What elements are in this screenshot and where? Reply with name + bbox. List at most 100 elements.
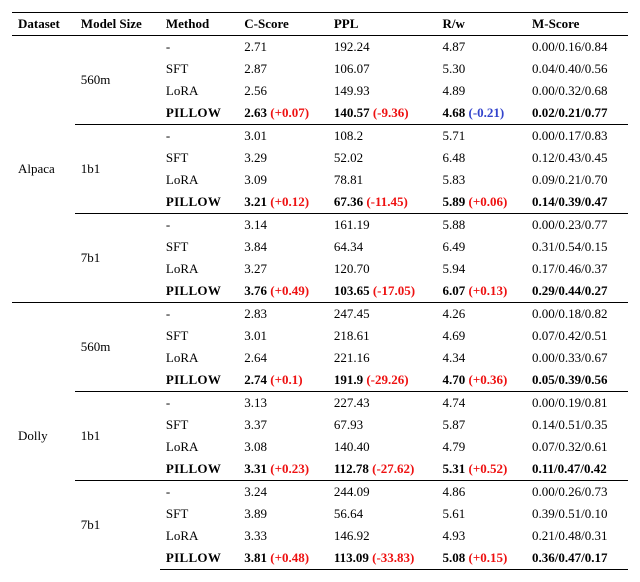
table-row: Dolly560m-2.83247.454.260.00/0.18/0.82 bbox=[12, 303, 628, 326]
model-size-cell: 7b1 bbox=[75, 481, 160, 570]
model-size-cell: 7b1 bbox=[75, 214, 160, 303]
m-score-cell: 0.11/0.47/0.42 bbox=[526, 458, 628, 481]
ppl-cell: 64.34 bbox=[328, 236, 437, 258]
m-score-cell: 0.17/0.46/0.37 bbox=[526, 258, 628, 280]
rw-cell: 5.88 bbox=[436, 214, 526, 237]
ppl-cell-delta: (-9.36) bbox=[373, 105, 409, 120]
rw-cell-delta: (-0.21) bbox=[468, 105, 504, 120]
method-cell: SFT bbox=[160, 414, 238, 436]
c-score-cell: 3.29 bbox=[238, 147, 328, 169]
c-score-cell: 3.24 bbox=[238, 481, 328, 504]
c-score-cell: 3.21 (+0.12) bbox=[238, 191, 328, 214]
col-c-score: C-Score bbox=[238, 13, 328, 36]
method-cell: PILLOW bbox=[160, 191, 238, 214]
m-score-cell: 0.31/0.54/0.15 bbox=[526, 236, 628, 258]
c-score-cell: 3.76 (+0.49) bbox=[238, 280, 328, 303]
c-score-cell: 3.81 (+0.48) bbox=[238, 547, 328, 570]
dataset-cell: Dolly bbox=[12, 303, 75, 570]
rw-cell: 4.86 bbox=[436, 481, 526, 504]
m-score-cell: 0.21/0.48/0.31 bbox=[526, 525, 628, 547]
method-cell: SFT bbox=[160, 236, 238, 258]
m-score-cell: 0.04/0.40/0.56 bbox=[526, 58, 628, 80]
c-score-cell: 2.83 bbox=[238, 303, 328, 326]
rw-cell: 5.30 bbox=[436, 58, 526, 80]
dataset-cell: Alpaca bbox=[12, 36, 75, 303]
ppl-cell: 67.36 (-11.45) bbox=[328, 191, 437, 214]
c-score-cell: 3.09 bbox=[238, 169, 328, 191]
ppl-cell: 149.93 bbox=[328, 80, 437, 102]
method-cell: PILLOW bbox=[160, 458, 238, 481]
ppl-cell: 67.93 bbox=[328, 414, 437, 436]
rw-cell: 4.70 (+0.36) bbox=[436, 369, 526, 392]
rw-cell-delta: (+0.13) bbox=[468, 283, 507, 298]
table-row: 7b1-3.14161.195.880.00/0.23/0.77 bbox=[12, 214, 628, 237]
ppl-cell: 146.92 bbox=[328, 525, 437, 547]
rw-cell: 4.89 bbox=[436, 80, 526, 102]
m-score-cell: 0.05/0.39/0.56 bbox=[526, 369, 628, 392]
c-score-cell-delta: (+0.07) bbox=[270, 105, 309, 120]
rw-cell: 4.79 bbox=[436, 436, 526, 458]
ppl-cell: 52.02 bbox=[328, 147, 437, 169]
method-cell: - bbox=[160, 392, 238, 415]
table-row: 7b1-3.24244.094.860.00/0.26/0.73 bbox=[12, 481, 628, 504]
ppl-cell-delta: (-29.26) bbox=[366, 372, 408, 387]
col-rw: R/w bbox=[436, 13, 526, 36]
c-score-cell: 3.37 bbox=[238, 414, 328, 436]
ppl-cell: 112.78 (-27.62) bbox=[328, 458, 437, 481]
method-cell: - bbox=[160, 303, 238, 326]
c-score-cell-delta: (+0.12) bbox=[270, 194, 309, 209]
method-cell: LoRA bbox=[160, 436, 238, 458]
method-cell: - bbox=[160, 481, 238, 504]
rw-cell: 5.87 bbox=[436, 414, 526, 436]
m-score-cell: 0.07/0.42/0.51 bbox=[526, 325, 628, 347]
model-size-cell: 1b1 bbox=[75, 125, 160, 214]
method-cell: SFT bbox=[160, 147, 238, 169]
ppl-cell: 56.64 bbox=[328, 503, 437, 525]
rw-cell: 5.08 (+0.15) bbox=[436, 547, 526, 570]
results-table: Dataset Model Size Method C-Score PPL R/… bbox=[12, 12, 628, 570]
ppl-cell-delta: (-33.83) bbox=[372, 550, 414, 565]
m-score-cell: 0.14/0.51/0.35 bbox=[526, 414, 628, 436]
ppl-cell: 120.70 bbox=[328, 258, 437, 280]
rw-cell: 5.83 bbox=[436, 169, 526, 191]
c-score-cell: 2.74 (+0.1) bbox=[238, 369, 328, 392]
rw-cell: 4.26 bbox=[436, 303, 526, 326]
m-score-cell: 0.12/0.43/0.45 bbox=[526, 147, 628, 169]
method-cell: LoRA bbox=[160, 525, 238, 547]
ppl-cell: 161.19 bbox=[328, 214, 437, 237]
table-row: 1b1-3.13227.434.740.00/0.19/0.81 bbox=[12, 392, 628, 415]
c-score-cell: 3.01 bbox=[238, 125, 328, 148]
method-cell: PILLOW bbox=[160, 102, 238, 125]
m-score-cell: 0.14/0.39/0.47 bbox=[526, 191, 628, 214]
m-score-cell: 0.36/0.47/0.17 bbox=[526, 547, 628, 570]
rw-cell: 6.49 bbox=[436, 236, 526, 258]
col-ppl: PPL bbox=[328, 13, 437, 36]
c-score-cell: 2.64 bbox=[238, 347, 328, 369]
m-score-cell: 0.00/0.32/0.68 bbox=[526, 80, 628, 102]
rw-cell-delta: (+0.52) bbox=[468, 461, 507, 476]
ppl-cell: 247.45 bbox=[328, 303, 437, 326]
c-score-cell-delta: (+0.23) bbox=[270, 461, 309, 476]
method-cell: SFT bbox=[160, 325, 238, 347]
method-cell: - bbox=[160, 125, 238, 148]
m-score-cell: 0.00/0.17/0.83 bbox=[526, 125, 628, 148]
c-score-cell: 2.87 bbox=[238, 58, 328, 80]
rw-cell: 4.93 bbox=[436, 525, 526, 547]
m-score-cell: 0.02/0.21/0.77 bbox=[526, 102, 628, 125]
rw-cell: 4.74 bbox=[436, 392, 526, 415]
m-score-cell: 0.00/0.16/0.84 bbox=[526, 36, 628, 59]
ppl-cell-delta: (-11.45) bbox=[366, 194, 408, 209]
method-cell: LoRA bbox=[160, 80, 238, 102]
rw-cell: 4.34 bbox=[436, 347, 526, 369]
m-score-cell: 0.00/0.18/0.82 bbox=[526, 303, 628, 326]
c-score-cell: 2.56 bbox=[238, 80, 328, 102]
method-cell: PILLOW bbox=[160, 280, 238, 303]
rw-cell: 4.87 bbox=[436, 36, 526, 59]
c-score-cell: 3.08 bbox=[238, 436, 328, 458]
c-score-cell: 2.71 bbox=[238, 36, 328, 59]
method-cell: - bbox=[160, 214, 238, 237]
c-score-cell-delta: (+0.48) bbox=[270, 550, 309, 565]
c-score-cell: 3.01 bbox=[238, 325, 328, 347]
method-cell: LoRA bbox=[160, 169, 238, 191]
c-score-cell-delta: (+0.1) bbox=[270, 372, 302, 387]
